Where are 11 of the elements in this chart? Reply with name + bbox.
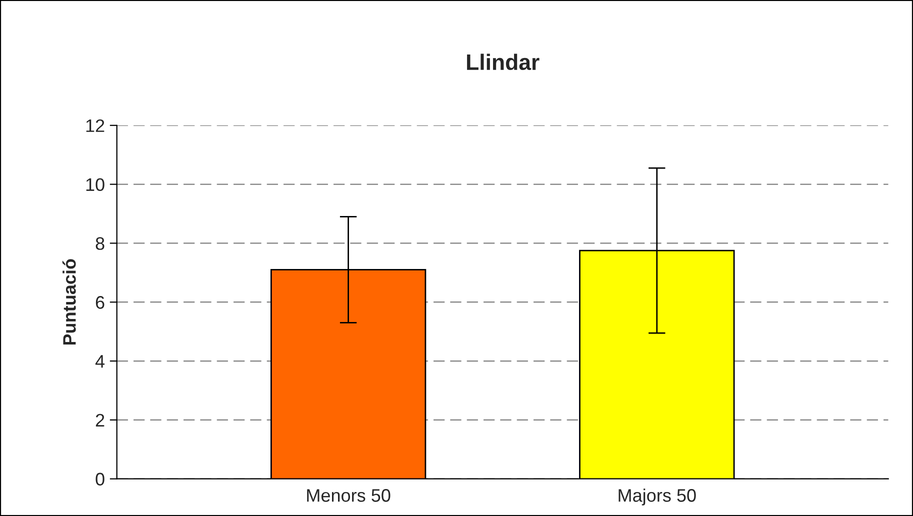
y-tick-label: 12 xyxy=(86,119,104,132)
y-tick-label: 10 xyxy=(86,178,104,192)
y-tick-label: 6 xyxy=(96,296,104,309)
y-tick-label: 4 xyxy=(95,355,105,368)
chart-title: Llindar xyxy=(467,54,540,70)
x-tick-label: Menors 50 xyxy=(307,489,390,502)
x-tick-label: Majors 50 xyxy=(618,488,696,506)
y-tick-label: 0 xyxy=(96,472,104,486)
y-tick-label: 8 xyxy=(96,237,104,250)
y-tick-label: 2 xyxy=(96,414,104,426)
y-axis-title: Puntuació xyxy=(62,259,76,345)
